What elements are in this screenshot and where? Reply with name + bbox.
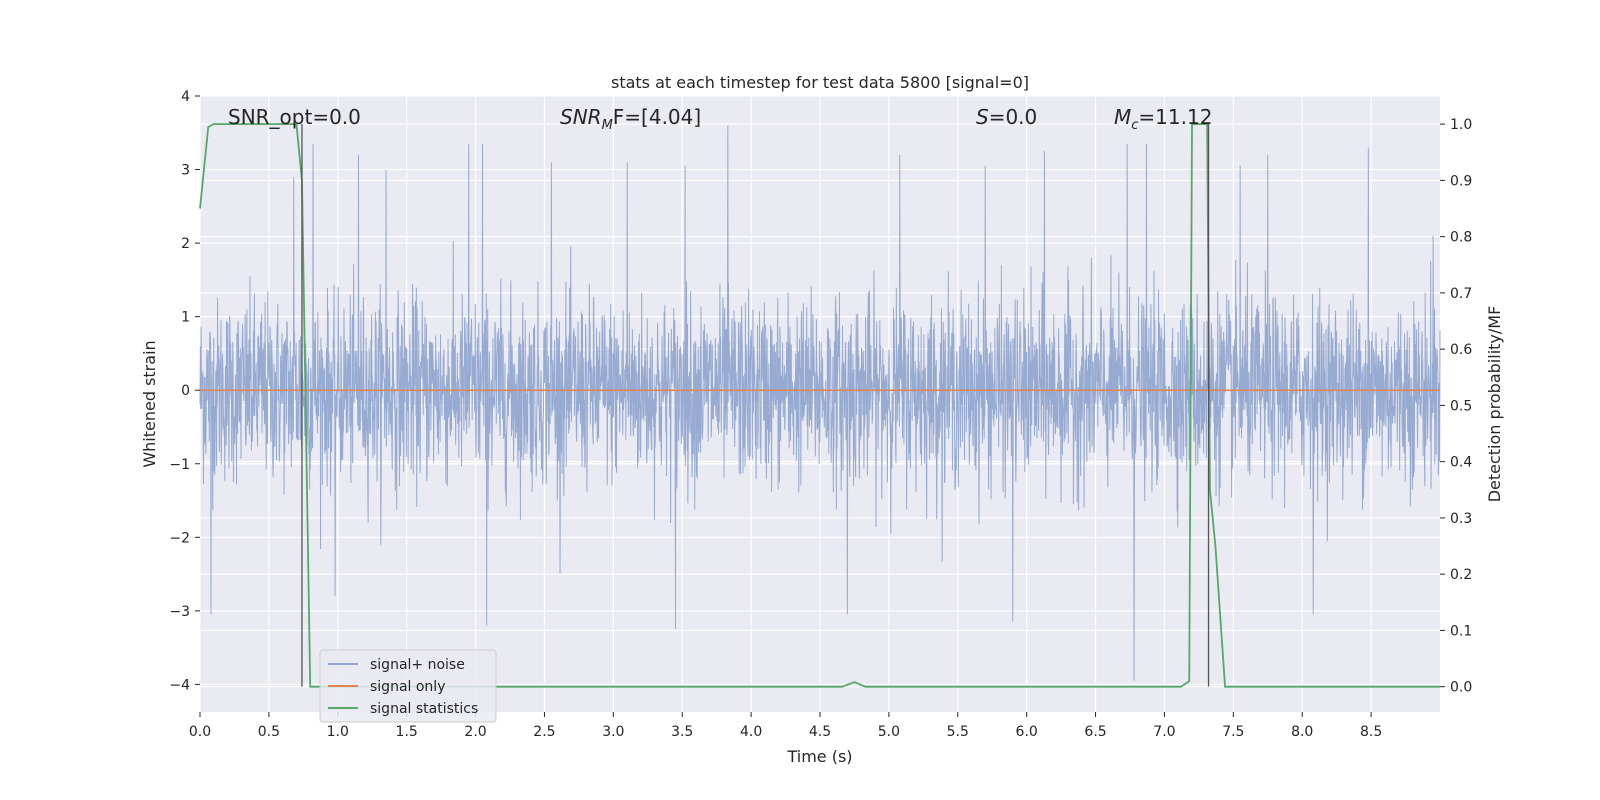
x-tick-layer: 0.0 0.5 1.0 1.5 2.0 2.5 3.0 3.5 4.0 4.5 5.0 5.5 6.0 6…	[189, 712, 1382, 740]
x-tick-label: 0.0	[189, 724, 211, 740]
x-tick-label: 1.0	[327, 724, 349, 740]
y2-tick-label: 0.9	[1450, 173, 1472, 189]
vline-layer	[301, 124, 1210, 687]
x-tick-label: 1.5	[396, 724, 418, 740]
series-signal-noise-line	[199, 125, 1441, 681]
x-tick-label: 8.0	[1291, 724, 1313, 740]
y-tick-label: 2	[181, 236, 190, 252]
legend-box	[319, 649, 497, 723]
y2-tick-label: 0.3	[1450, 511, 1472, 527]
x-tick-label: 7.5	[1222, 724, 1244, 740]
y2-tick-label: 0.5	[1450, 398, 1472, 414]
y2-tick-label: 0.4	[1450, 455, 1472, 471]
y2-tick-label: 0.2	[1450, 567, 1472, 583]
y-tick-label: 1	[181, 310, 190, 326]
y-tick-label: 0	[181, 383, 190, 399]
y2-tick-label: 0.0	[1450, 680, 1472, 696]
legend: signal+ noise signal only signal statist…	[319, 649, 497, 723]
y-tick-label: −3	[169, 604, 190, 620]
y-tick-layer: 4 3 2 1 0 −1 −2 −3 −4	[169, 89, 200, 693]
y2-tick-layer: 1.0 0.9 0.8 0.7 0.6 0.5 0.4 0.3 0.2 0.1 0.0	[1440, 117, 1472, 696]
y2-tick-label: 1.0	[1450, 117, 1472, 133]
y-tick-label: −1	[169, 457, 190, 473]
y-tick-label: −2	[169, 530, 190, 546]
x-tick-label: 8.5	[1360, 724, 1382, 740]
x-tick-label: 6.0	[1016, 724, 1038, 740]
series-signal-statistics-line	[199, 123, 1440, 688]
y2-axis-label: Detection probability/MF	[1485, 306, 1504, 503]
y2-tick-label: 0.7	[1450, 286, 1472, 302]
x-tick-label: 5.5	[947, 724, 969, 740]
legend-label-signal-noise: signal+ noise	[370, 657, 465, 673]
annotation-mc: Mc=11.12	[1114, 105, 1212, 133]
y2-tick-label: 0.6	[1450, 342, 1472, 358]
annotation-s: S=0.0	[976, 105, 1037, 129]
x-tick-label: 6.5	[1084, 724, 1106, 740]
x-tick-label: 5.0	[878, 724, 900, 740]
x-tick-label: 2.5	[533, 724, 555, 740]
series-layer	[199, 123, 1441, 688]
y2-tick-label: 0.1	[1450, 623, 1472, 639]
x-tick-label: 2.0	[464, 724, 486, 740]
x-tick-label: 4.5	[809, 724, 831, 740]
y2-tick-label: 0.8	[1450, 230, 1472, 246]
x-tick-label: 3.0	[602, 724, 624, 740]
y-tick-label: −4	[169, 677, 190, 693]
y-tick-label: 4	[181, 89, 190, 105]
annotation-snr-mf: SNRMF=[4.04]	[560, 105, 701, 133]
x-tick-label: 3.5	[671, 724, 693, 740]
legend-label-signal-only: signal only	[370, 679, 445, 695]
chart-title: stats at each timestep for test data 580…	[611, 73, 1029, 92]
x-tick-label: 4.0	[740, 724, 762, 740]
x-axis-label: Time (s)	[786, 747, 852, 766]
annotation-snr-opt: SNR_opt=0.0	[228, 105, 361, 129]
x-tick-label: 7.0	[1153, 724, 1175, 740]
legend-label-signal-statistics: signal statistics	[370, 701, 478, 717]
y-tick-label: 3	[181, 163, 190, 179]
y-axis-label: Whitened strain	[140, 340, 159, 467]
x-tick-label: 0.5	[258, 724, 280, 740]
